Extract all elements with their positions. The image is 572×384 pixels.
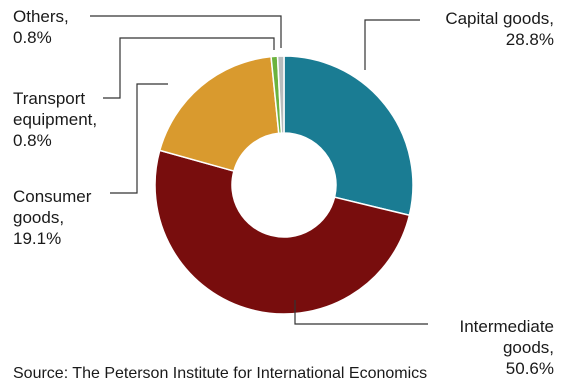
slice-intermediate-goods [154,149,411,315]
slice-capital-goods [283,55,414,217]
label-transport-line2: equipment, [13,110,98,129]
label-consumer-goods: Consumer goods, 19.1% [13,186,91,249]
label-capital-line1: Capital goods, [445,9,554,28]
label-intermediate-line2: goods, [502,338,554,357]
donut-slices [154,55,414,315]
label-consumer-line1: Consumer [13,187,92,206]
label-transport-line3: 0.8% [13,131,52,150]
leader-line-capital [364,19,420,70]
leader-line-consumer [110,83,168,194]
label-consumer-line2: goods, [13,208,65,227]
slice-others [276,55,285,134]
label-capital-line2: 28.8% [505,30,554,49]
leader-line-others [90,15,282,48]
leader-line-intermediate [294,300,428,325]
label-others-line2: 0.8% [13,28,52,47]
source-note: Source: The Peterson Institute for Inter… [13,365,428,382]
label-others: Others, 0.8% [13,6,69,48]
slice-consumer-goods [158,55,280,172]
label-intermediate-goods: Intermediate goods, 50.6% [460,316,555,379]
label-transport-equipment: Transport equipment, 0.8% [13,88,97,151]
label-intermediate-line1: Intermediate [459,317,555,336]
leader-lines [90,15,428,325]
leader-line-transport [103,37,275,99]
label-intermediate-line3: 50.6% [505,359,554,378]
label-transport-line1: Transport [13,89,86,108]
label-consumer-line3: 19.1% [13,229,62,248]
label-capital-goods: Capital goods, 28.8% [445,8,554,50]
label-others-line1: Others, [13,7,69,26]
